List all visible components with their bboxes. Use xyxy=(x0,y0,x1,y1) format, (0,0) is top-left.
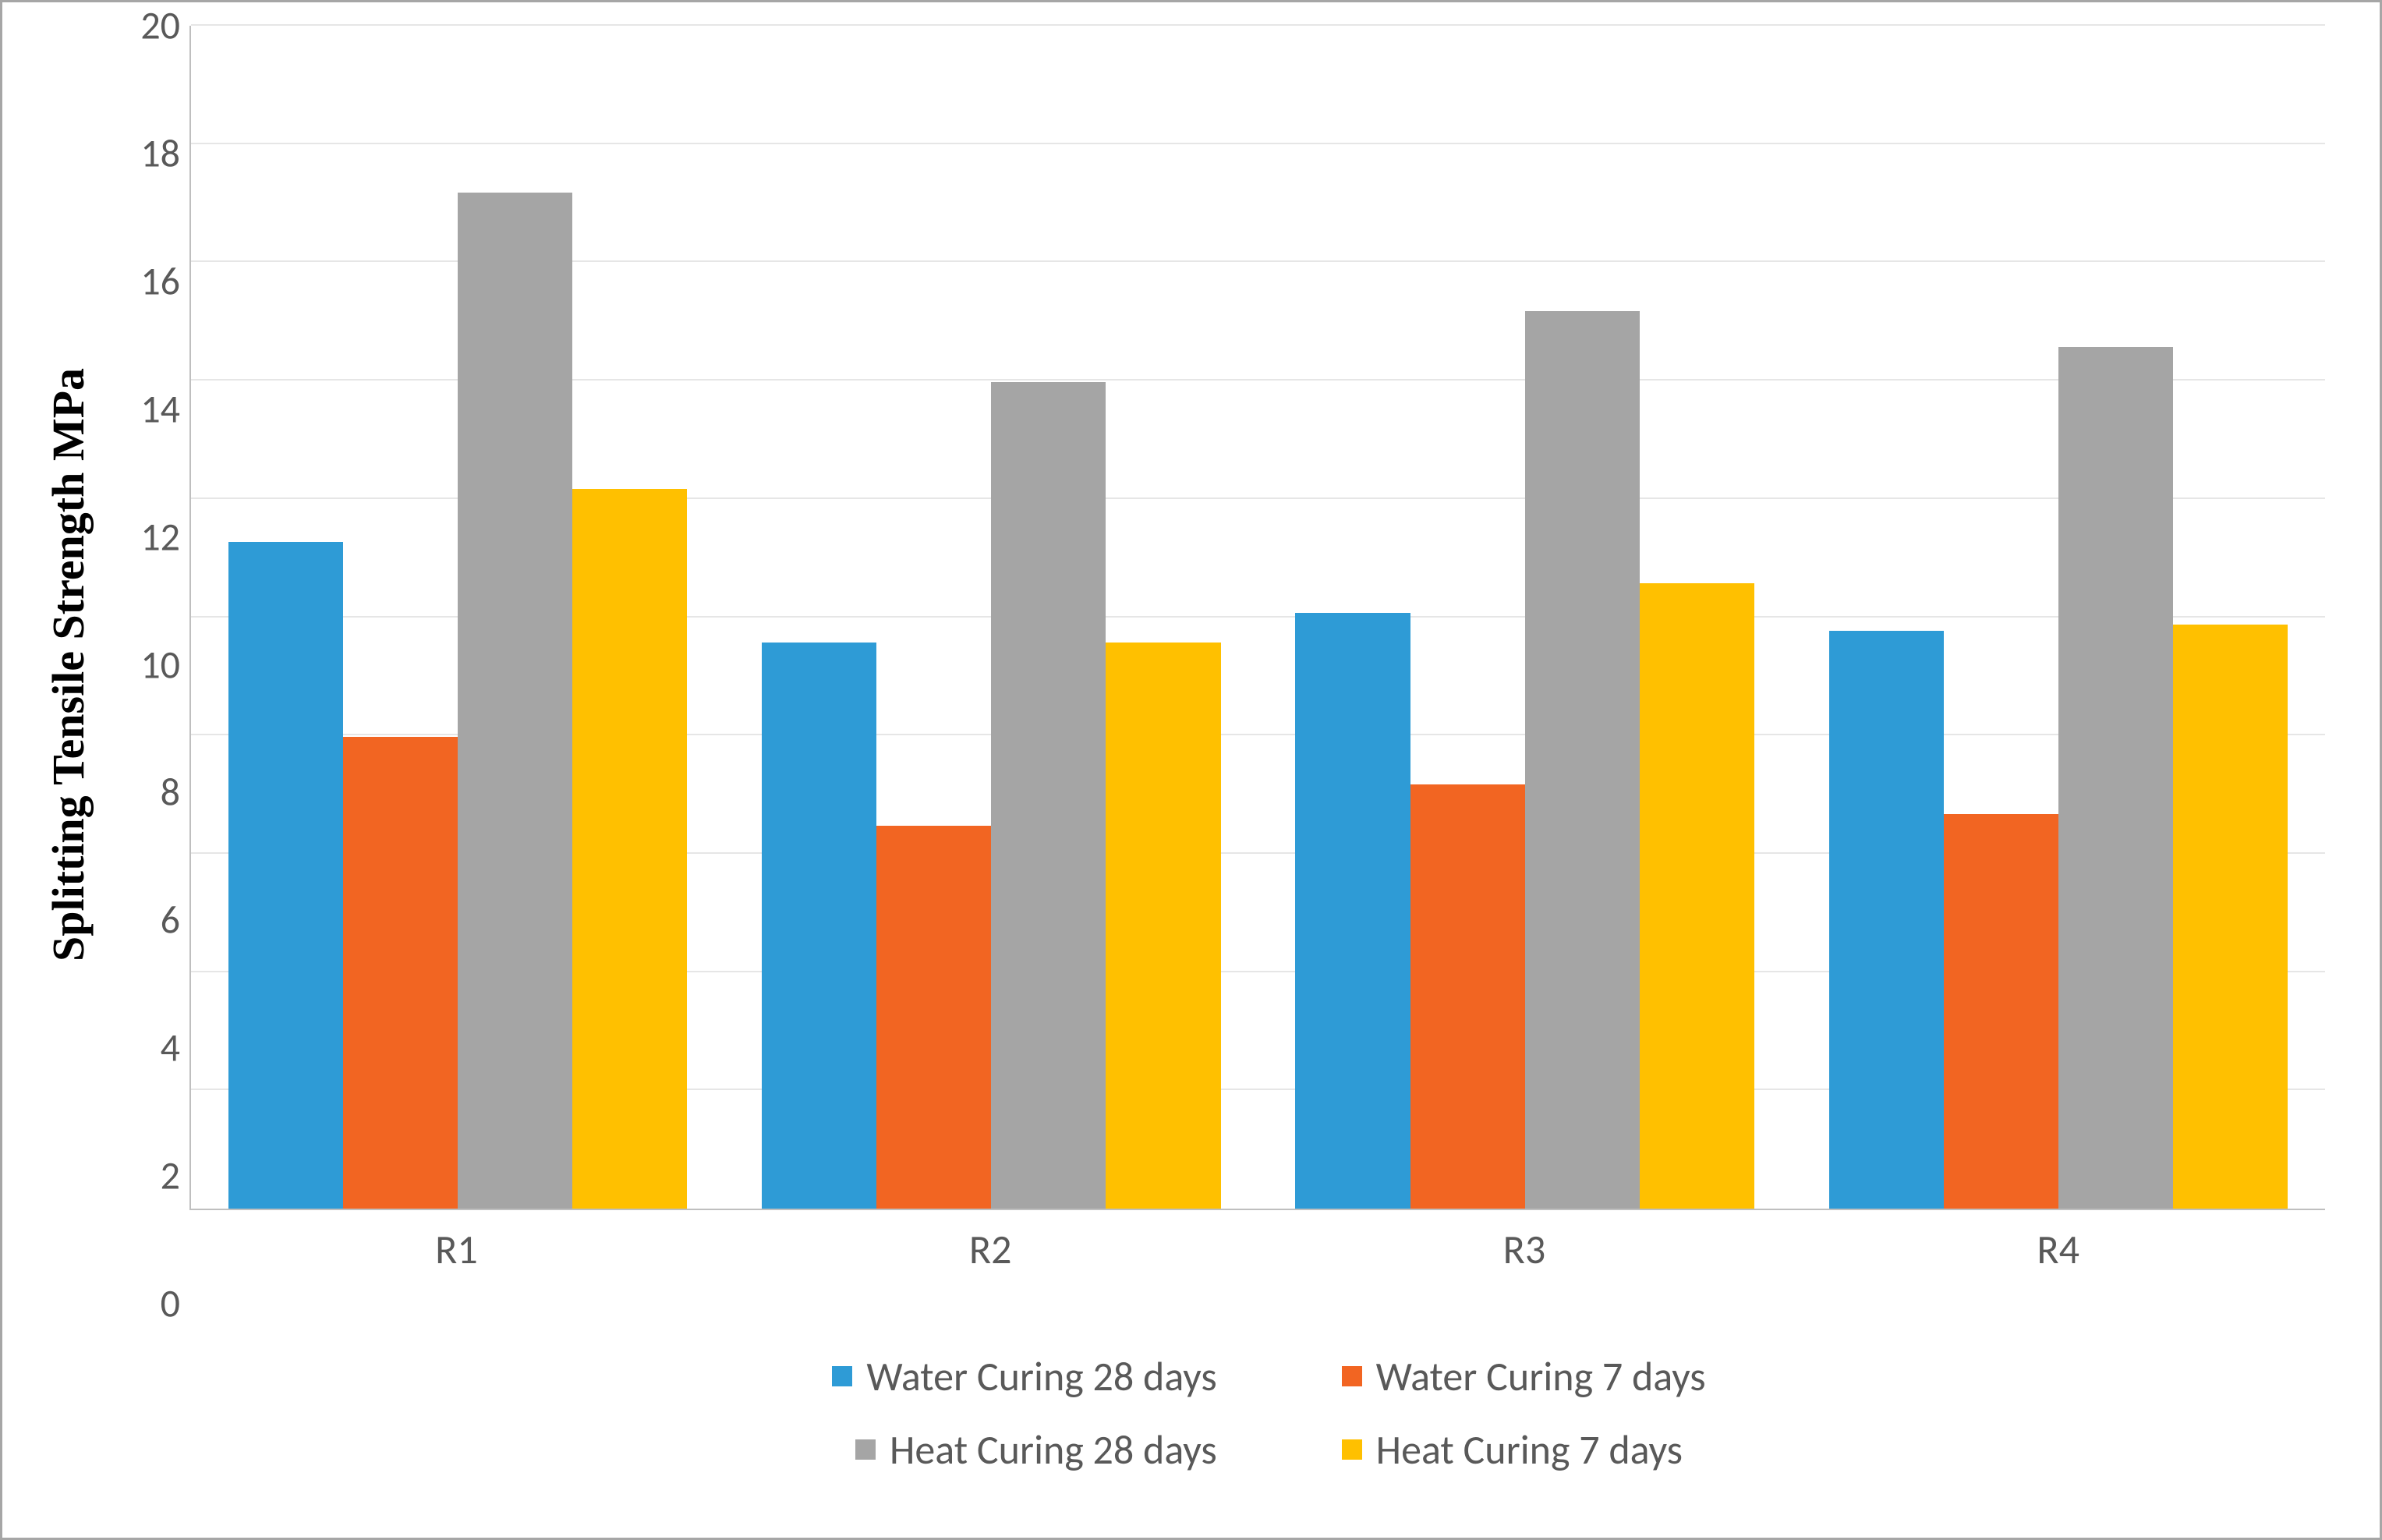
bar xyxy=(991,381,1106,1209)
bar xyxy=(1525,310,1640,1209)
y-axis-label: Splitting Tensile Strength MPa xyxy=(43,368,95,961)
ytick-label: 20 xyxy=(140,2,180,50)
chart-frame: Splitting Tensile Strength MPa 0 2 4 6 8 10 12… xyxy=(0,0,2382,1540)
legend-row: Heat Curing 28 days Heat Curing 7 days xyxy=(855,1425,1683,1475)
legend: Water Curing 28 days Water Curing 7 days… xyxy=(34,1304,2348,1522)
legend-row: Water Curing 28 days Water Curing 7 days xyxy=(832,1351,1705,1401)
legend-item: Water Curing 7 days xyxy=(1342,1351,1706,1401)
plot-col: R1 R2 R3 R4 xyxy=(189,26,2325,1304)
ytick-label: 12 xyxy=(140,513,180,561)
ytick-label: 0 xyxy=(161,1280,180,1328)
x-category-label: R3 xyxy=(1503,1224,1546,1274)
bar xyxy=(1106,641,1220,1209)
ytick-label: 6 xyxy=(161,897,180,944)
bar xyxy=(2173,623,2288,1209)
chart-wrap: Splitting Tensile Strength MPa 0 2 4 6 8 10 12… xyxy=(34,26,2348,1522)
bar xyxy=(458,191,572,1209)
x-axis-labels: R1 R2 R3 R4 xyxy=(189,1210,2325,1304)
bar xyxy=(1944,812,2058,1209)
gridline xyxy=(191,24,2325,26)
ytick-label: 10 xyxy=(140,641,180,689)
bar xyxy=(876,824,991,1209)
ytick-label: 16 xyxy=(140,257,180,305)
bar xyxy=(228,540,343,1209)
legend-label: Water Curing 7 days xyxy=(1376,1351,1706,1401)
x-category-label: R1 xyxy=(435,1224,478,1274)
legend-item: Heat Curing 7 days xyxy=(1342,1425,1683,1475)
gridline xyxy=(191,143,2325,144)
plot-area xyxy=(189,26,2325,1210)
ytick-col: 02468101214161820 xyxy=(104,26,189,1304)
bar xyxy=(2058,345,2173,1209)
legend-item: Water Curing 28 days xyxy=(832,1351,1216,1401)
x-category-label: R2 xyxy=(969,1224,1012,1274)
bar xyxy=(1295,611,1410,1209)
bar xyxy=(762,641,876,1209)
legend-swatch-icon xyxy=(855,1439,876,1460)
legend-label: Heat Curing 7 days xyxy=(1376,1425,1683,1475)
bar xyxy=(1829,629,1944,1209)
legend-swatch-icon xyxy=(1342,1439,1362,1460)
ytick-label: 14 xyxy=(140,385,180,433)
ytick-label: 8 xyxy=(161,769,180,816)
ytick-label: 4 xyxy=(161,1025,180,1072)
right-pad xyxy=(2325,26,2348,1304)
chart-body: Splitting Tensile Strength MPa 024681012… xyxy=(34,26,2348,1304)
bar xyxy=(572,487,687,1209)
legend-label: Water Curing 28 days xyxy=(866,1351,1216,1401)
x-category-label: R4 xyxy=(2037,1224,2079,1274)
bar xyxy=(1640,582,1754,1209)
legend-swatch-icon xyxy=(832,1366,852,1386)
bar xyxy=(343,735,458,1209)
ytick-label: 18 xyxy=(140,129,180,177)
legend-swatch-icon xyxy=(1342,1366,1362,1386)
legend-label: Heat Curing 28 days xyxy=(890,1425,1217,1475)
ytick-label: 2 xyxy=(161,1152,180,1200)
legend-item: Heat Curing 28 days xyxy=(855,1425,1217,1475)
bar xyxy=(1410,783,1525,1209)
ylabel-col: Splitting Tensile Strength MPa xyxy=(34,26,104,1304)
